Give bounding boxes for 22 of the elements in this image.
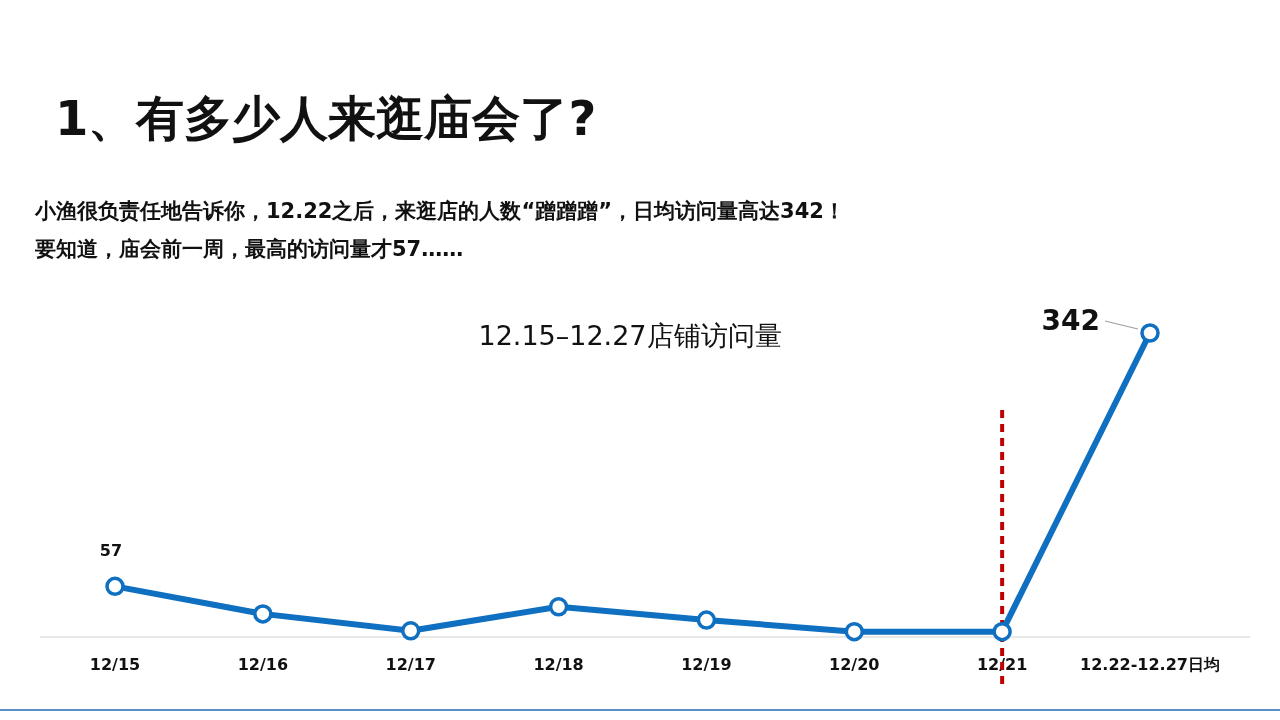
point [253,604,273,624]
point [844,621,865,642]
point [400,621,421,641]
x-tick-label: 12.22-12.27日均 [1080,655,1220,674]
text: 1、有多少人来逛庙会了? [55,90,597,146]
point [105,576,125,597]
data-label: 57 [99,541,123,561]
point [1140,323,1160,343]
x-tick-label: 12/20 [829,655,880,674]
x-tick-label: 12/16 [237,655,289,674]
chart-title: 12.15–12.27店铺访问量 [478,320,782,351]
text: 小渔很负责任地告诉你，12.22之后，来逛店的人数“蹭蹭蹭”，日均访问量高达342！ [34,199,845,223]
x-tick-label: 12/17 [385,655,436,674]
text: 要知道，庙会前一周，最高的访问量才57…… [34,237,464,261]
x-tick-label: 12/19 [681,655,732,674]
point [992,621,1012,642]
point [696,610,717,630]
data-label: 342 [1041,304,1100,337]
x-tick-label: 12/18 [533,655,584,674]
point [548,597,569,617]
x-tick-label: 12/21 [976,655,1028,674]
x-tick-label: 12/15 [89,655,141,674]
